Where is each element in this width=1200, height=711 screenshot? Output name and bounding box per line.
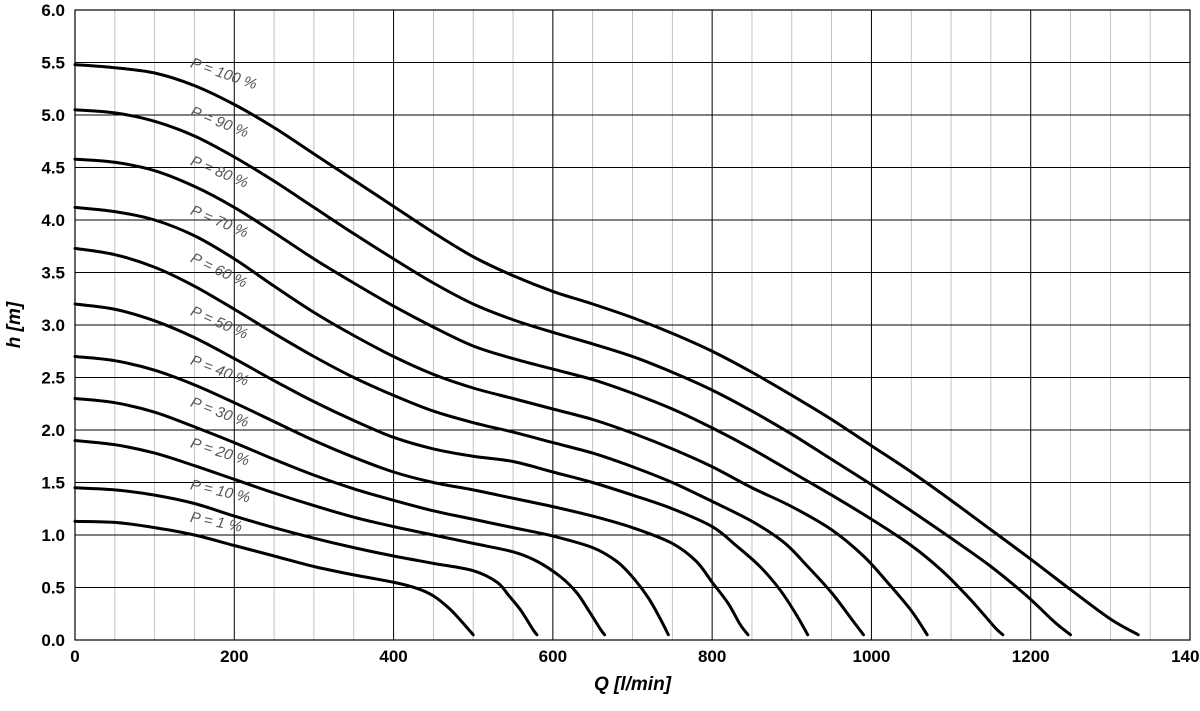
y-tick-label: 1.0 — [41, 526, 65, 545]
x-tick-label: 1400 — [1171, 647, 1200, 666]
y-tick-label: 0.5 — [41, 579, 65, 598]
y-tick-label: 4.5 — [41, 159, 65, 178]
y-tick-label: 6.0 — [41, 1, 65, 20]
x-tick-label: 800 — [698, 647, 726, 666]
y-tick-label: 3.5 — [41, 264, 65, 283]
x-axis-label: Q [l/min] — [594, 674, 672, 695]
x-tick-label: 0 — [70, 647, 79, 666]
x-tick-label: 600 — [539, 647, 567, 666]
y-tick-label: 3.0 — [41, 316, 65, 335]
x-tick-label: 1000 — [853, 647, 891, 666]
y-tick-label: 5.0 — [41, 106, 65, 125]
y-tick-label: 2.5 — [41, 369, 65, 388]
x-tick-label: 1200 — [1012, 647, 1050, 666]
y-tick-label: 1.5 — [41, 474, 65, 493]
y-axis-label: h [m] — [4, 301, 25, 348]
y-tick-label: 4.0 — [41, 211, 65, 230]
x-tick-label: 400 — [379, 647, 407, 666]
y-tick-label: 2.0 — [41, 421, 65, 440]
pump-curve-chart: P = 1 %P = 10 %P = 20 %P = 30 %P = 40 %P… — [0, 0, 1200, 711]
x-tick-label: 200 — [220, 647, 248, 666]
y-tick-label: 0.0 — [41, 631, 65, 650]
y-tick-label: 5.5 — [41, 54, 65, 73]
